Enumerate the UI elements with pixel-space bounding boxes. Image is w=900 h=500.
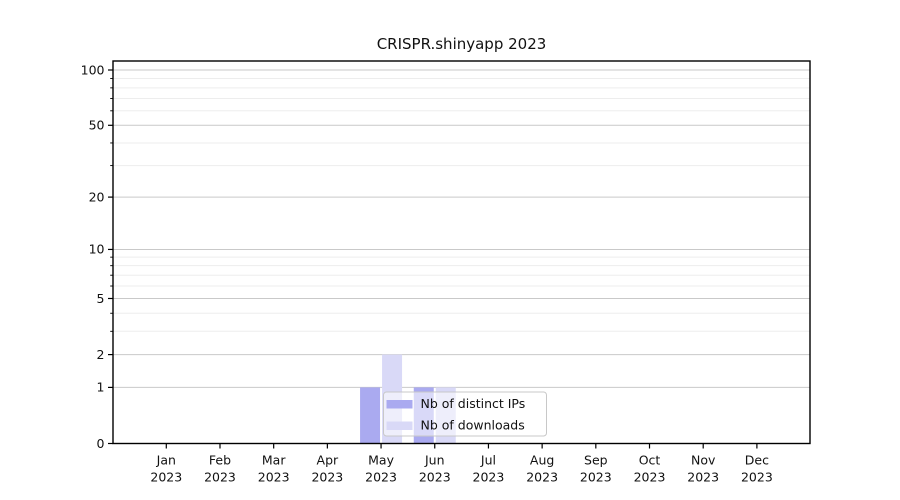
y-tick-label: 0 (97, 436, 105, 451)
bar-may-series0 (360, 387, 381, 444)
y-tick-label: 1 (97, 380, 105, 395)
x-tick-label-month: Mar (262, 453, 286, 468)
x-tick-label-year: 2023 (150, 470, 182, 485)
x-tick-label-month: Oct (639, 453, 661, 468)
y-tick-label: 20 (89, 189, 105, 204)
x-tick-label-month: Jan (156, 453, 176, 468)
y-tick-label: 2 (97, 347, 105, 362)
x-tick-label-year: 2023 (526, 470, 558, 485)
x-tick-label-year: 2023 (473, 470, 505, 485)
legend-swatch-1 (386, 421, 413, 430)
x-tick-label-month: May (368, 453, 394, 468)
x-tick-label-month: Sep (584, 453, 608, 468)
x-tick-label-month: Jun (424, 453, 445, 468)
x-tick-label-month: Apr (317, 453, 339, 468)
x-tick-label-month: Jul (480, 453, 496, 468)
y-tick-label: 100 (81, 62, 105, 77)
chart-title: CRISPR.shinyapp 2023 (376, 35, 547, 53)
x-tick-label-month: Aug (530, 453, 554, 468)
y-tick-label: 10 (89, 242, 105, 257)
y-tick-label: 5 (97, 291, 105, 306)
y-tick-label: 50 (89, 118, 105, 133)
x-tick-label-year: 2023 (580, 470, 612, 485)
x-tick-label-month: Nov (691, 453, 716, 468)
x-tick-label-year: 2023 (258, 470, 290, 485)
x-tick-label-year: 2023 (365, 470, 397, 485)
x-tick-label-year: 2023 (741, 470, 773, 485)
x-tick-label-year: 2023 (687, 470, 719, 485)
x-tick-label-month: Dec (745, 453, 769, 468)
legend-label-0: Nb of distinct IPs (421, 396, 526, 411)
x-tick-label-year: 2023 (204, 470, 236, 485)
legend-box (383, 391, 547, 437)
x-tick-label-year: 2023 (311, 470, 343, 485)
plot-border (112, 60, 811, 445)
legend-swatch-0 (386, 400, 413, 409)
legend-label-1: Nb of downloads (421, 418, 525, 433)
x-tick-label-year: 2023 (419, 470, 451, 485)
x-tick-label-month: Feb (209, 453, 231, 468)
x-tick-label-year: 2023 (634, 470, 666, 485)
